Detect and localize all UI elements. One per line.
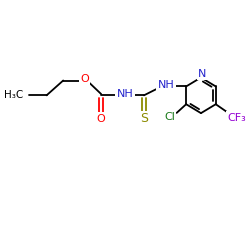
Text: S: S — [140, 112, 148, 125]
Text: O: O — [80, 74, 89, 84]
Text: N: N — [198, 69, 206, 79]
Text: NH: NH — [116, 89, 133, 99]
Text: O: O — [97, 114, 106, 124]
Text: CF₃: CF₃ — [228, 113, 246, 123]
Text: H₃C: H₃C — [4, 90, 23, 100]
Text: NH: NH — [158, 80, 174, 90]
Text: Cl: Cl — [164, 112, 175, 122]
